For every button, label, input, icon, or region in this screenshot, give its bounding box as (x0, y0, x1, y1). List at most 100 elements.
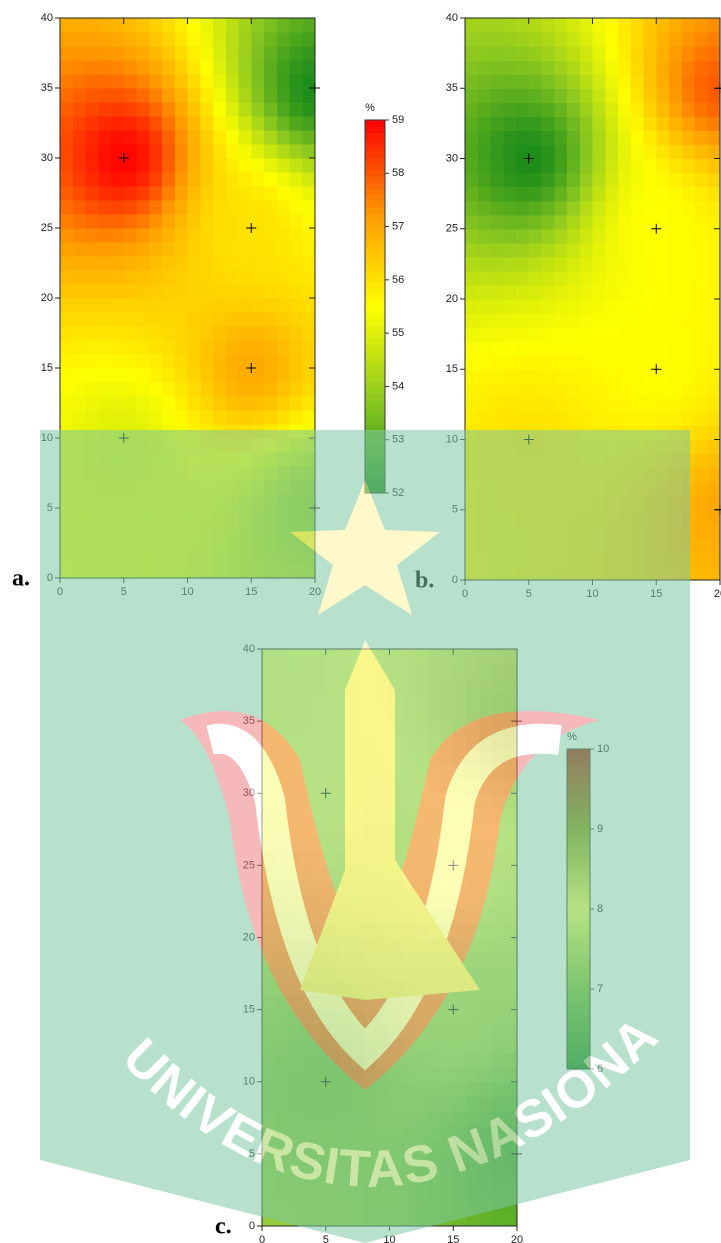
field-cell (682, 271, 695, 286)
field-cell (516, 257, 529, 272)
field-cell (682, 285, 695, 300)
field-cell (631, 32, 644, 47)
field-cell (277, 256, 290, 271)
field-cell (188, 326, 201, 341)
field-cell (124, 102, 137, 117)
field-cell (124, 32, 137, 47)
field-cell (111, 256, 124, 271)
field-cell (200, 88, 213, 103)
field-cell (213, 214, 226, 229)
field-cell (175, 102, 188, 117)
y-tick-label: 40 (41, 12, 53, 24)
field-cell (682, 18, 695, 33)
field-cell (682, 355, 695, 370)
field-cell (111, 354, 124, 369)
field-cell (162, 186, 175, 201)
field-cell (695, 482, 708, 497)
field-cell (542, 285, 555, 300)
colorbar-cell (365, 331, 385, 338)
field-cell (491, 369, 504, 384)
field-cell (554, 130, 567, 145)
field-cell (554, 341, 567, 356)
field-cell (491, 243, 504, 258)
field-cell (465, 271, 478, 286)
field-cell (239, 18, 252, 33)
field-cell (200, 60, 213, 75)
field-cell (503, 159, 516, 174)
field-cell (631, 229, 644, 244)
colorbar-cell (365, 207, 385, 214)
field-cell (465, 88, 478, 103)
field-cell (175, 368, 188, 383)
field-cell (98, 298, 111, 313)
field-cell (682, 243, 695, 258)
field-cell (175, 74, 188, 89)
field-cell (111, 102, 124, 117)
field-cell (707, 116, 720, 131)
field-cell (60, 32, 73, 47)
field-cell (593, 18, 606, 33)
field-cell (631, 144, 644, 159)
field-cell (478, 88, 491, 103)
field-cell (491, 257, 504, 272)
field-cell (111, 158, 124, 173)
field-cell (251, 354, 264, 369)
field-cell (86, 144, 99, 159)
field-cell (682, 257, 695, 272)
field-cell (73, 256, 86, 271)
field-cell (669, 299, 682, 314)
field-cell (567, 187, 580, 202)
field-cell (631, 411, 644, 426)
field-cell (98, 382, 111, 397)
field-cell (98, 102, 111, 117)
field-cell (631, 88, 644, 103)
field-cell (631, 369, 644, 384)
field-cell (149, 186, 162, 201)
field-cell (213, 74, 226, 89)
field-cell (580, 201, 593, 216)
field-cell (618, 243, 631, 258)
field-cell (124, 144, 137, 159)
field-cell (277, 102, 290, 117)
field-cell (631, 313, 644, 328)
field-cell (251, 200, 264, 215)
field-cell (111, 74, 124, 89)
field-cell (644, 18, 657, 33)
field-cell (656, 299, 669, 314)
field-cell (503, 383, 516, 398)
colorbar-tick-label: 56 (392, 274, 404, 286)
field-cell (529, 102, 542, 117)
y-tick-label: 40 (446, 12, 458, 24)
field-cell (656, 187, 669, 202)
field-cell (290, 214, 303, 229)
field-cell (302, 186, 315, 201)
field-cell (86, 32, 99, 47)
field-cell (605, 313, 618, 328)
colorbar-tick-label: 58 (392, 167, 404, 179)
field-cell (656, 327, 669, 342)
field-cell (302, 326, 315, 341)
field-cell (98, 60, 111, 75)
field-cell (264, 228, 277, 243)
colorbar-cell (365, 325, 385, 332)
field-cell (465, 18, 478, 33)
field-cell (98, 270, 111, 285)
field-cell (465, 355, 478, 370)
field-cell (137, 284, 150, 299)
field-cell (175, 256, 188, 271)
field-cell (60, 368, 73, 383)
field-cell (200, 116, 213, 131)
field-cell (86, 256, 99, 271)
field-cell (200, 144, 213, 159)
field-cell (124, 340, 137, 355)
field-cell (707, 60, 720, 75)
field-cell (86, 186, 99, 201)
field-cell (580, 159, 593, 174)
field-cell (618, 60, 631, 75)
field-cell (695, 88, 708, 103)
field-cell (669, 341, 682, 356)
field-cell (529, 313, 542, 328)
field-cell (618, 285, 631, 300)
field-cell (529, 18, 542, 33)
field-cell (567, 46, 580, 61)
